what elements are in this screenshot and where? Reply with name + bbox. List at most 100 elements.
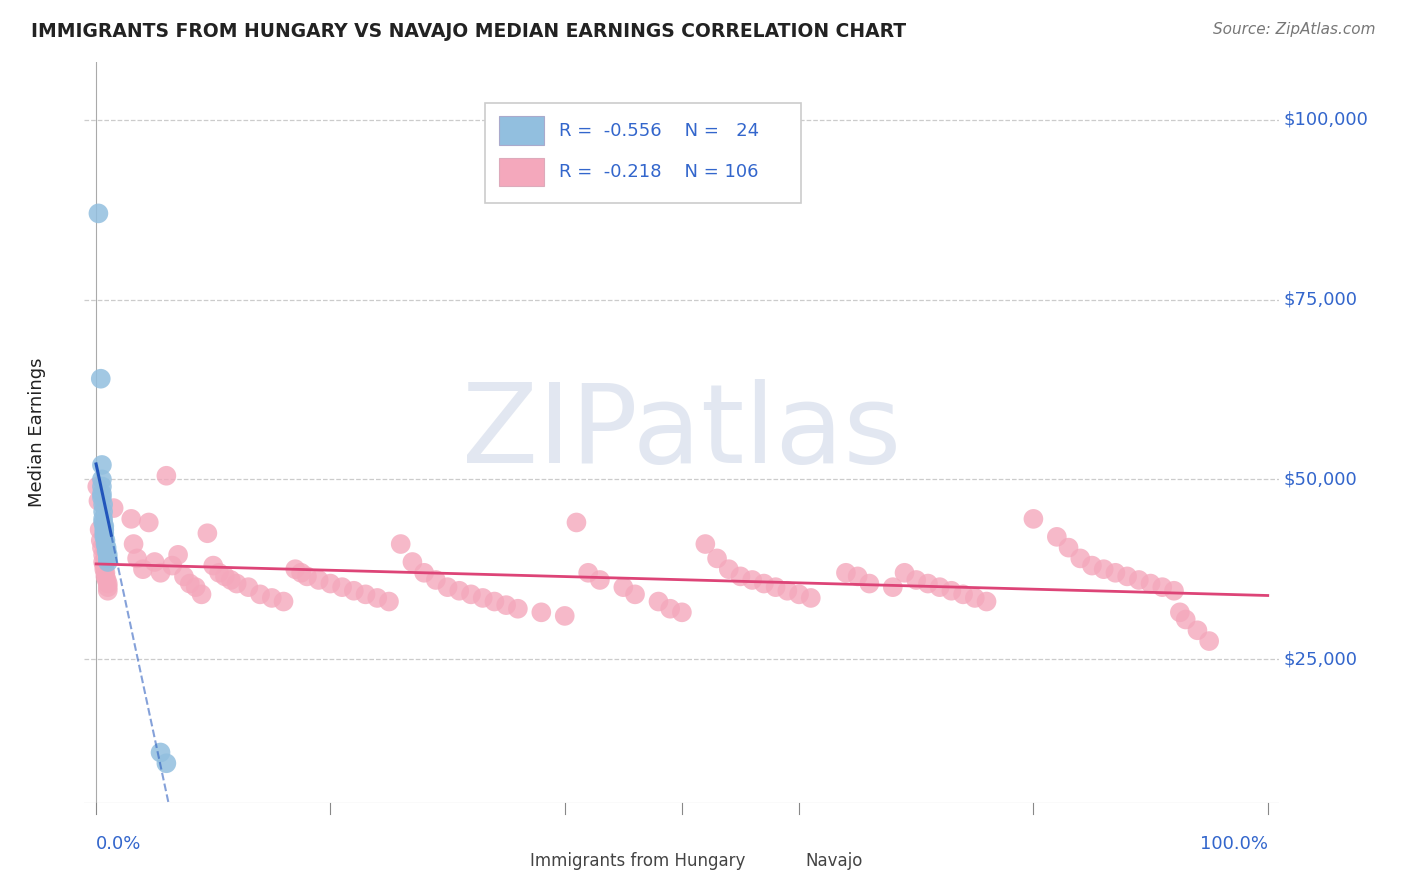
- Point: [260, 591, 283, 605]
- Text: R =  -0.556    N =   24: R = -0.556 N = 24: [558, 121, 759, 139]
- Point: [495, 598, 517, 612]
- Text: $100,000: $100,000: [1284, 111, 1368, 129]
- Bar: [485, 848, 523, 872]
- Point: [1163, 583, 1185, 598]
- Point: [97, 551, 120, 566]
- Point: [917, 576, 939, 591]
- Bar: [499, 158, 544, 186]
- Point: [976, 594, 998, 608]
- Point: [93, 558, 115, 573]
- Text: $75,000: $75,000: [1284, 291, 1357, 309]
- Point: [706, 551, 728, 566]
- Point: [93, 519, 115, 533]
- Point: [86, 479, 108, 493]
- Point: [530, 605, 553, 619]
- Point: [93, 530, 115, 544]
- Point: [197, 526, 219, 541]
- Point: [776, 583, 799, 598]
- Point: [1092, 562, 1115, 576]
- Point: [401, 555, 423, 569]
- Point: [846, 569, 869, 583]
- Point: [97, 555, 120, 569]
- Point: [378, 594, 401, 608]
- Point: [91, 548, 114, 562]
- Point: [97, 548, 120, 562]
- Point: [96, 544, 118, 558]
- Point: [290, 566, 312, 580]
- Point: [273, 594, 295, 608]
- Point: [202, 558, 225, 573]
- Point: [1152, 580, 1174, 594]
- Point: [319, 576, 342, 591]
- Text: $25,000: $25,000: [1284, 650, 1357, 668]
- Point: [1128, 573, 1150, 587]
- Point: [179, 576, 201, 591]
- Point: [122, 537, 145, 551]
- Point: [97, 583, 120, 598]
- Point: [941, 583, 963, 598]
- Point: [90, 472, 114, 486]
- Point: [565, 516, 588, 530]
- Point: [93, 562, 115, 576]
- Bar: [759, 848, 797, 872]
- Text: Immigrants from Hungary: Immigrants from Hungary: [530, 852, 745, 870]
- Point: [671, 605, 693, 619]
- Point: [138, 516, 160, 530]
- Point: [835, 566, 858, 580]
- Point: [94, 566, 117, 580]
- Point: [225, 576, 247, 591]
- FancyBboxPatch shape: [485, 103, 801, 203]
- Point: [1174, 613, 1197, 627]
- Point: [741, 573, 763, 587]
- Point: [752, 576, 775, 591]
- Point: [343, 583, 366, 598]
- Point: [576, 566, 599, 580]
- Point: [425, 573, 447, 587]
- Point: [97, 576, 120, 591]
- Bar: [499, 117, 544, 145]
- Point: [90, 486, 114, 500]
- Point: [506, 601, 529, 615]
- Point: [132, 562, 155, 576]
- Point: [624, 587, 647, 601]
- Point: [647, 594, 669, 608]
- Point: [90, 533, 112, 548]
- Point: [554, 608, 576, 623]
- Point: [1198, 634, 1220, 648]
- Point: [94, 537, 117, 551]
- Point: [695, 537, 717, 551]
- Text: Source: ZipAtlas.com: Source: ZipAtlas.com: [1212, 22, 1375, 37]
- Point: [214, 569, 236, 583]
- Text: Navajo: Navajo: [806, 852, 862, 870]
- Point: [208, 566, 231, 580]
- Point: [87, 494, 110, 508]
- Point: [295, 569, 318, 583]
- Point: [1022, 512, 1045, 526]
- Text: IMMIGRANTS FROM HUNGARY VS NAVAJO MEDIAN EARNINGS CORRELATION CHART: IMMIGRANTS FROM HUNGARY VS NAVAJO MEDIAN…: [31, 22, 905, 41]
- Point: [184, 580, 207, 594]
- Point: [1081, 558, 1104, 573]
- Point: [413, 566, 436, 580]
- Point: [284, 562, 307, 576]
- Point: [389, 537, 412, 551]
- Point: [1139, 576, 1161, 591]
- Point: [238, 580, 260, 594]
- Point: [155, 468, 177, 483]
- Point: [91, 498, 114, 512]
- Point: [787, 587, 810, 601]
- Point: [589, 573, 612, 587]
- Point: [173, 569, 195, 583]
- Point: [952, 587, 974, 601]
- Point: [149, 746, 172, 760]
- Point: [717, 562, 740, 576]
- Point: [90, 372, 112, 386]
- Point: [765, 580, 787, 594]
- Point: [103, 501, 125, 516]
- Point: [484, 594, 506, 608]
- Text: R =  -0.218    N = 106: R = -0.218 N = 106: [558, 163, 758, 181]
- Point: [249, 587, 271, 601]
- Point: [308, 573, 330, 587]
- Point: [127, 551, 149, 566]
- Point: [928, 580, 950, 594]
- Point: [436, 580, 458, 594]
